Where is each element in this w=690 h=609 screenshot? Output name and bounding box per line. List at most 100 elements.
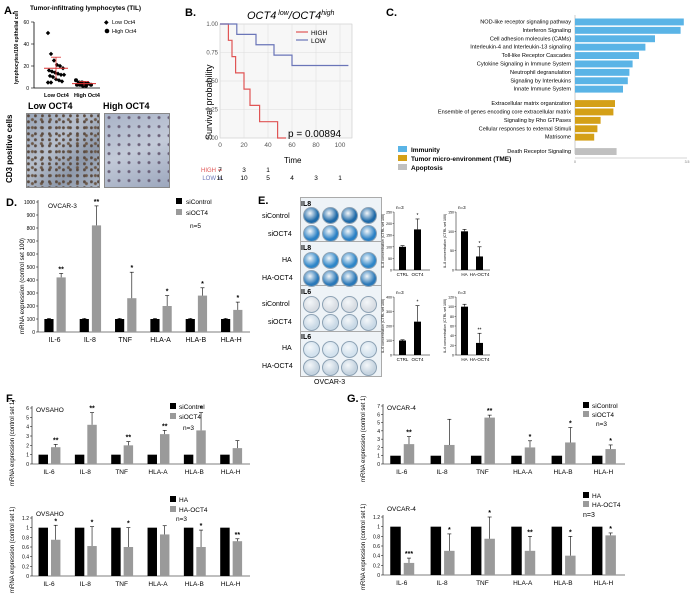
- bar-ytick-label: 100: [27, 317, 36, 323]
- bar-xtick-label: TNF: [118, 337, 132, 344]
- e-bar: [399, 246, 406, 270]
- bar-ytick-label: 0.2: [22, 564, 29, 570]
- a-point-low: [61, 72, 67, 77]
- legend-tme: Tumor micro-environment (TME): [411, 156, 511, 163]
- e-n: n=3: [396, 290, 404, 295]
- e-well: [322, 225, 339, 242]
- significance-mark: **: [487, 408, 493, 415]
- legend-g-ha: HA: [592, 493, 602, 500]
- legend-f-haoct4: HA-OCT4: [179, 507, 208, 514]
- panel-g: G. OVCAR-4 OVCAR-4 mRNA expression (cont…: [347, 393, 625, 590]
- panel-f: F. OVSAHO OVSAHO mRNA expression (contro…: [6, 393, 250, 593]
- bar-xtick-label: HLA-A: [513, 469, 533, 476]
- bar-sicontrol: [511, 455, 522, 464]
- bar-xtick-label: HLA-H: [221, 581, 241, 588]
- b-risk-value: 4: [290, 175, 294, 182]
- bar-sicontrol: [183, 454, 194, 464]
- c-xtick: 0: [574, 160, 576, 164]
- bar-sicontrol: [74, 454, 85, 464]
- b-risk-value: 1: [266, 167, 270, 174]
- bar-ytick-label: 0: [26, 462, 29, 468]
- bar-sicontrol: [470, 455, 482, 464]
- a-ytick-label: 0: [26, 86, 29, 92]
- bar-xtick-label: HLA-H: [221, 337, 242, 344]
- panel-f-n-top: n=3: [183, 425, 194, 432]
- e-ytick-label: 80: [450, 315, 454, 319]
- bar-xtick-label: IL-6: [49, 337, 61, 344]
- significance-mark: *: [201, 281, 204, 288]
- panel-c: C. NOD-like receptor signaling pathway In…: [386, 7, 689, 172]
- bar-xtick-label: TNF: [476, 580, 489, 587]
- bar-ytick-label: 5: [26, 415, 29, 421]
- significance-mark: *: [130, 265, 133, 272]
- e-well: [303, 225, 320, 242]
- bar-sioct4: [605, 449, 616, 464]
- b-ytick-label: 0.75: [206, 51, 218, 57]
- e-well: [322, 341, 339, 358]
- e-bar: [399, 340, 406, 355]
- bar-ytick-label: 600: [27, 252, 36, 258]
- bar-sioct4: [91, 225, 102, 332]
- legend-g-ha-swatch: [583, 492, 589, 498]
- c-category-label: Signaling by Rho GTPases: [504, 118, 571, 124]
- bar-ytick-label: 400: [27, 278, 36, 284]
- bar-ytick-label: 0: [377, 573, 380, 579]
- significance-mark: *: [200, 523, 203, 530]
- panel-a-title: Tumor-infiltrating lymphocytes (TIL): [30, 5, 141, 12]
- e-well: [360, 296, 377, 313]
- bar-ha: [551, 526, 563, 575]
- legend-sioct4-swatch: [176, 209, 182, 215]
- bar-sicontrol: [185, 319, 195, 332]
- panel-a-points: [44, 30, 96, 88]
- b-curve-high: [220, 23, 286, 139]
- bar-ytick-label: 2: [377, 445, 380, 451]
- e-bar: [414, 321, 421, 355]
- bar-sioct4: [87, 424, 97, 464]
- panel-b-letter: B.: [185, 7, 196, 19]
- bar-sicontrol: [115, 319, 125, 332]
- bar-sicontrol: [390, 455, 401, 464]
- e-well: [303, 314, 320, 331]
- bar-ha-oct4: [196, 547, 206, 576]
- e-ytick-label: 60: [450, 325, 454, 329]
- c-bar: [575, 43, 646, 51]
- bar-ytick-label: 500: [27, 265, 36, 271]
- significance-mark: *: [236, 295, 239, 302]
- b-xtick-label: 80: [312, 142, 320, 149]
- e-n: n=3: [396, 205, 404, 210]
- bar-ha: [111, 527, 121, 576]
- bar-xtick-label: HLA-B: [554, 469, 573, 476]
- c-category-label: Extracellular matrix organization: [491, 101, 571, 107]
- legend-sicontrol: siControl: [186, 199, 212, 206]
- c-bar: [575, 68, 630, 76]
- c-category-label: Neutrophil degranulation: [510, 70, 571, 76]
- e-well: [341, 225, 358, 242]
- e-well: [341, 341, 358, 358]
- b-ytick-label: 1.00: [206, 22, 218, 28]
- bar-ha: [430, 526, 442, 575]
- panel-g-legend-top: siControl siOCT4 n=3: [583, 402, 618, 428]
- legend-f-sicontrol: siControl: [179, 404, 205, 411]
- a-point-low: [57, 63, 63, 69]
- panel-b-curves: [220, 23, 349, 139]
- e-well: [341, 252, 358, 269]
- legend-g-sicontrol: siControl: [592, 403, 618, 410]
- b-risk-value: 5: [266, 175, 270, 182]
- a-ytick-label: 60: [23, 20, 29, 26]
- bar-ha: [591, 526, 603, 575]
- e-xtick-label: OCT4: [411, 272, 423, 277]
- e-label-ha-2: HA: [282, 345, 292, 352]
- panel-d-n: n=5: [190, 223, 201, 230]
- e-label-ha-1: HA: [282, 257, 292, 264]
- significance-mark: **: [162, 423, 168, 430]
- bar-sicontrol: [147, 454, 157, 464]
- c-category-label: Cellular responses to external Stimuli: [479, 126, 571, 132]
- panel-a: A. Tumor-infiltrating lymphocytes (TIL) …: [4, 5, 150, 183]
- panel-f-legend-top: siControl siOCT4 n=3: [170, 403, 205, 432]
- e-ytick-label: 100: [448, 305, 454, 309]
- bar-ytick-label: 1: [377, 525, 380, 531]
- significance-mark: **: [126, 435, 132, 442]
- panel-a-xtick-low: Low Oct4: [44, 93, 70, 99]
- e-sig: *: [417, 213, 419, 219]
